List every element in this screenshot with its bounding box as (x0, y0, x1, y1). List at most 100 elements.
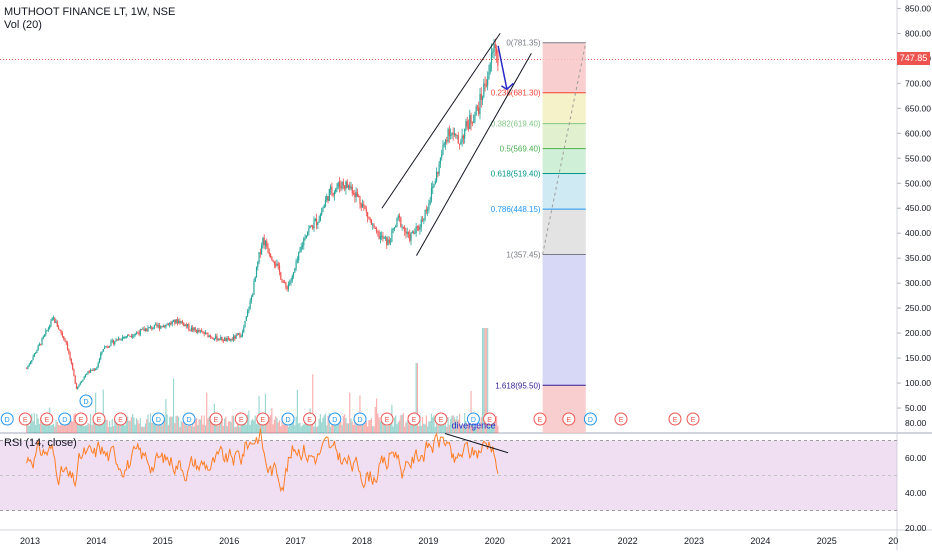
earnings-marker[interactable] (686, 412, 700, 426)
candle-body (38, 343, 41, 346)
candle-body (162, 325, 164, 328)
time-axis-label: 2021 (551, 536, 571, 546)
earnings-marker[interactable] (562, 412, 576, 426)
candle-body (286, 287, 288, 289)
dividend-marker[interactable] (58, 412, 72, 426)
earnings-marker[interactable] (209, 412, 223, 426)
dividend-marker[interactable] (0, 412, 14, 426)
volume-bar (372, 426, 374, 433)
fib-trendline (542, 42, 587, 255)
event-marker-label: E (307, 417, 312, 424)
candle-body (250, 296, 253, 301)
candle-body (337, 182, 339, 188)
volume-bar (336, 418, 338, 433)
price-axis-label: 250.00 (905, 303, 931, 313)
candle-body (97, 363, 99, 368)
volume-bar (340, 421, 342, 433)
candle-body (377, 231, 379, 233)
volume-bar (467, 421, 470, 433)
dividend-marker[interactable] (182, 412, 196, 426)
volume-bar (481, 328, 484, 433)
candle-body (40, 343, 42, 345)
volume-bar (415, 363, 417, 433)
volume-bar (281, 416, 283, 433)
candle-body (98, 358, 101, 364)
dividend-marker[interactable] (328, 412, 342, 426)
candle-body (137, 332, 139, 334)
candle-body (444, 140, 447, 144)
earnings-marker[interactable] (380, 412, 394, 426)
candle-body (483, 83, 485, 98)
dividend-marker[interactable] (151, 412, 165, 426)
candle-body (266, 241, 268, 248)
earnings-marker[interactable] (668, 412, 682, 426)
volume-bar (207, 418, 209, 433)
earnings-marker[interactable] (114, 412, 128, 426)
volume-bar (428, 421, 430, 433)
fib-level-label: 1.618(95.50) (495, 381, 541, 390)
earnings-marker[interactable] (74, 412, 88, 426)
earnings-marker[interactable] (533, 412, 547, 426)
candle-body (169, 322, 171, 326)
candle-body (396, 217, 398, 226)
earnings-marker[interactable] (92, 412, 106, 426)
volume-bar (59, 425, 61, 433)
event-marker-label: E (673, 417, 678, 424)
volume-bar (479, 422, 481, 433)
candle-body (277, 263, 279, 266)
candle-body (180, 321, 182, 324)
candle-body (281, 279, 283, 283)
volume-bar (248, 410, 250, 433)
volume-bar (198, 419, 200, 433)
volume-bar (373, 426, 375, 433)
volume-legend[interactable]: Vol (20) (4, 19, 42, 31)
earnings-marker[interactable] (614, 412, 628, 426)
time-axis-label: 2017 (286, 536, 306, 546)
candle-body (138, 332, 140, 335)
dividend-marker[interactable] (466, 412, 480, 426)
candle-body (160, 326, 162, 329)
dividend-marker[interactable] (583, 412, 597, 426)
volume-bar (105, 419, 107, 433)
candle-body (285, 282, 287, 288)
earnings-marker[interactable] (234, 412, 248, 426)
volume-bar (149, 413, 152, 433)
candle-body (489, 63, 491, 73)
candle-body (314, 218, 316, 222)
rsi-legend[interactable]: RSI (14, close) (4, 437, 77, 449)
volume-bar (166, 414, 168, 433)
volume-bar (160, 421, 162, 433)
symbol-legend[interactable]: MUTHOOT FINANCE LT, 1W, NSE (4, 6, 176, 18)
earnings-marker[interactable] (434, 412, 448, 426)
earnings-marker[interactable] (256, 412, 270, 426)
earnings-marker[interactable] (303, 412, 317, 426)
candle-body (55, 321, 57, 323)
candle-body (305, 235, 307, 239)
candle-body (456, 135, 458, 137)
event-marker-label: E (97, 417, 102, 424)
candle-body (189, 329, 191, 331)
earnings-marker[interactable] (407, 412, 421, 426)
candle-body (216, 335, 218, 341)
volume-bar (282, 424, 284, 433)
volume-bar (379, 421, 381, 433)
candle-body (153, 324, 155, 329)
volume-bar (332, 419, 334, 433)
candle-body (37, 345, 39, 351)
volume-bar (322, 417, 324, 433)
candle-body (382, 235, 384, 239)
candle-body (412, 231, 415, 234)
candle-body (193, 327, 195, 331)
earnings-marker[interactable] (483, 412, 497, 426)
candle-body (221, 337, 223, 341)
volume-bar (363, 424, 365, 433)
dividend-marker[interactable] (79, 394, 93, 408)
volume-bar (448, 424, 450, 433)
earnings-marker[interactable] (18, 412, 32, 426)
event-marker-label: E (79, 417, 84, 424)
dividend-marker[interactable] (281, 412, 295, 426)
earnings-marker[interactable] (40, 412, 54, 426)
dividend-marker[interactable] (353, 412, 367, 426)
